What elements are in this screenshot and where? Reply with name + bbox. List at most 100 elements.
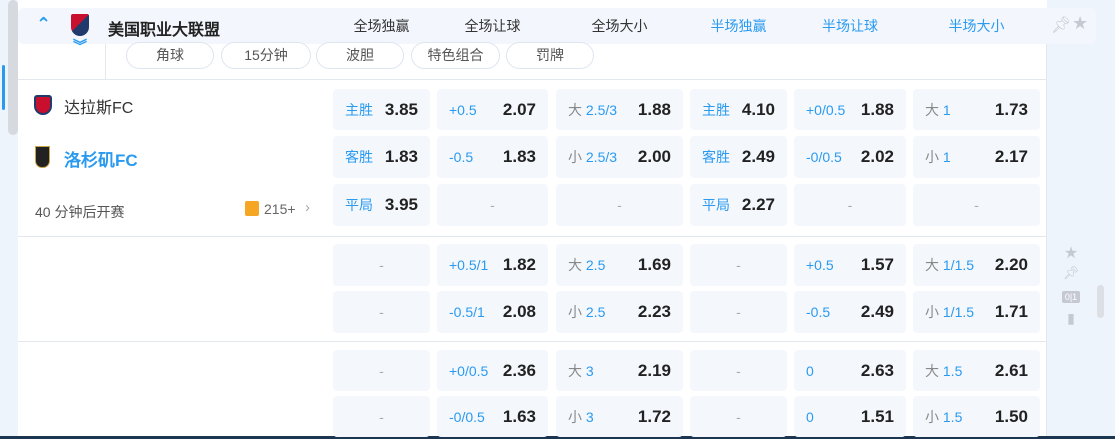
odds-cell[interactable]: -0.5/1 2.08	[437, 291, 548, 333]
odds-cell[interactable]: 大 1/1.5 2.20	[913, 244, 1040, 286]
odds-line: 1	[942, 101, 951, 118]
odds-label: 小 1.5	[925, 407, 962, 427]
home-team-logo-icon	[34, 95, 52, 115]
odds-line: 1	[942, 149, 951, 165]
active-indicator	[2, 65, 5, 110]
odds-cell[interactable]: -0.5 1.83	[437, 136, 548, 178]
market-tab[interactable]: 特色组合	[411, 42, 500, 69]
odds-label: +0/0.5	[449, 363, 488, 379]
away-team-name[interactable]: 洛杉矶FC	[64, 151, 138, 170]
odds-value: 1.57	[860, 255, 894, 274]
odds-value: 2.07	[502, 99, 536, 119]
odds-cell[interactable]: -0/0.5 2.02	[794, 136, 906, 178]
odds-cell[interactable]: 大 3 2.19	[556, 350, 683, 391]
odds-cell[interactable]: 小 1 2.17	[913, 136, 1040, 178]
odds-value: 2.23	[637, 302, 671, 321]
odds-cell[interactable]: 主胜 4.10	[690, 89, 787, 130]
odds-value: 3.85	[384, 99, 418, 119]
empty-odds: -	[847, 197, 853, 213]
odds-line: +0.5/1	[449, 257, 489, 273]
odds-cell[interactable]: +0/0.5 2.36	[437, 350, 548, 391]
column-header: 全场让球	[464, 18, 521, 34]
bottom-bar	[0, 436, 1115, 439]
odds-cell[interactable]: 小 1.5 1.50	[913, 396, 1040, 437]
odds-line: 1.5	[942, 362, 963, 379]
odds-cell[interactable]: 大 1 1.73	[913, 89, 1040, 130]
star-icon[interactable]: ★	[1072, 13, 1089, 33]
away-team-logo-icon	[35, 146, 50, 168]
left-scrollbar[interactable]	[8, 0, 18, 135]
odds-cell[interactable]: 客胜 1.83	[333, 136, 430, 178]
odds-value: 3.95	[384, 195, 418, 214]
odds-cell[interactable]: 小 2.5/3 2.00	[556, 136, 683, 178]
odds-line: -0.5	[449, 149, 474, 165]
market-tab[interactable]: 波胆	[316, 42, 404, 69]
pin-icon[interactable]: 📌︎	[1062, 265, 1080, 280]
home-team-name[interactable]: 达拉斯FC	[64, 100, 134, 117]
odds-label: 平局	[345, 195, 373, 215]
more-markets-count[interactable]: 215+	[264, 201, 296, 217]
odds-cell[interactable]: 平局 2.27	[690, 184, 787, 226]
odds-prefix: 大	[925, 362, 943, 379]
right-divider	[1046, 44, 1047, 439]
odds-cell: -	[690, 291, 787, 333]
odds-prefix: 大	[568, 257, 586, 273]
odds-cell[interactable]: +0/0.5 1.88	[794, 89, 906, 130]
empty-odds: -	[379, 362, 384, 379]
stats-icon[interactable]: ▮	[1067, 310, 1075, 326]
odds-value: 1.50	[994, 406, 1028, 426]
odds-line: 平局	[345, 197, 373, 213]
odds-line: 0	[806, 362, 814, 379]
odds-cell[interactable]: 0 1.51	[794, 396, 906, 437]
market-tab[interactable]: 罚牌	[506, 42, 594, 69]
odds-cell[interactable]: 主胜 3.85	[333, 89, 430, 130]
odds-cell[interactable]: -0.5 2.49	[794, 291, 906, 333]
odds-cell[interactable]: +0.5 2.07	[437, 89, 548, 130]
pin-icon[interactable]: 📌︎	[1051, 17, 1072, 34]
odds-prefix: 小	[925, 149, 943, 165]
market-tab[interactable]: 15分钟	[221, 42, 311, 69]
odds-label: +0.5	[449, 102, 477, 118]
odds-label: -0.5	[806, 304, 830, 320]
odds-cell[interactable]: 大 1.5 2.61	[913, 350, 1040, 391]
odds-cell[interactable]: 客胜 2.49	[690, 136, 787, 178]
empty-odds: -	[736, 304, 741, 320]
odds-cell[interactable]: 0 2.63	[794, 350, 906, 391]
odds-value: 4.10	[741, 99, 775, 119]
odds-value: 2.49	[741, 147, 775, 166]
star-icon[interactable]: ★	[1063, 245, 1079, 262]
odds-cell[interactable]: 小 2.5 2.23	[556, 291, 683, 333]
odds-line: -0/0.5	[449, 408, 485, 425]
odds-cell[interactable]: 小 3 1.72	[556, 396, 683, 437]
market-tab[interactable]: 角球	[126, 42, 214, 69]
odds-line: +0.5	[806, 257, 834, 273]
odds-value: 1.88	[860, 99, 894, 119]
odds-label: -0/0.5	[449, 409, 485, 425]
odds-label: 0	[806, 363, 814, 379]
odds-value: 2.61	[994, 360, 1028, 380]
empty-odds: -	[736, 362, 741, 379]
odds-label: 大 1/1.5	[925, 255, 974, 275]
empty-odds: -	[736, 257, 741, 273]
column-header: 半场让球	[822, 18, 878, 34]
odds-cell[interactable]: 大 2.5 1.69	[556, 244, 683, 286]
odds-cell[interactable]: 小 1/1.5 1.71	[913, 291, 1040, 333]
odds-label: 主胜	[702, 100, 730, 120]
odds-cell[interactable]: 平局 3.95	[333, 184, 430, 226]
odds-cell[interactable]: +0.5 1.57	[794, 244, 906, 286]
odds-line: 2.5/3	[585, 101, 618, 118]
odds-cell[interactable]: -0/0.5 1.63	[437, 396, 548, 437]
right-scrollbar[interactable]	[1097, 285, 1104, 318]
collapse-icon[interactable]: ⌃	[36, 14, 52, 34]
odds-line: 客胜	[345, 149, 373, 165]
odds-cell[interactable]: 大 2.5/3 1.88	[556, 89, 683, 130]
score-icon[interactable]: 0|1	[1062, 291, 1080, 303]
odds-line: 主胜	[345, 101, 373, 118]
expand-icon[interactable]: ︾	[73, 38, 87, 54]
odds-cell: -	[437, 184, 548, 226]
chevron-right-icon[interactable]: ›	[305, 199, 310, 216]
odds-cell[interactable]: +0.5/1 1.82	[437, 244, 548, 286]
odds-label: 大 1	[925, 100, 951, 120]
odds-label: 大 1.5	[925, 361, 962, 381]
odds-value: 1.63	[502, 406, 536, 426]
